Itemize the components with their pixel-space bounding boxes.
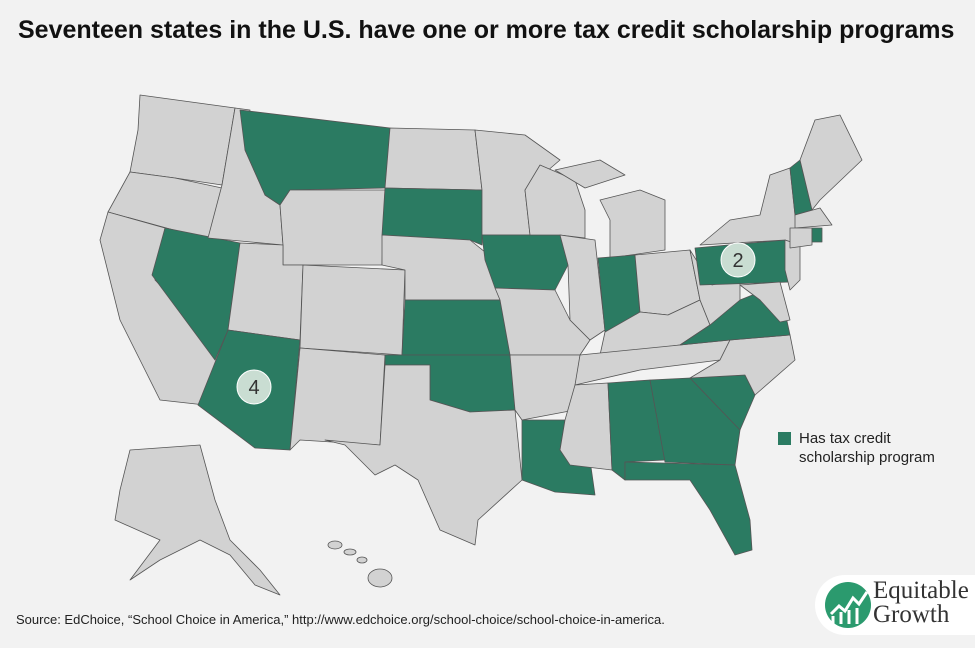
legend-swatch xyxy=(778,432,791,445)
logo: Equitable Growth xyxy=(815,575,975,635)
state xyxy=(699,167,801,246)
state xyxy=(381,187,483,246)
state xyxy=(649,377,741,466)
state xyxy=(299,264,406,356)
title: Seventeen states in the U.S. have one or… xyxy=(18,16,955,44)
state xyxy=(401,299,511,356)
logo-text: Equitable Growth xyxy=(873,577,969,628)
callout-label: 2 xyxy=(732,250,743,272)
state xyxy=(114,444,281,596)
legend-label: Has tax credit scholarship program xyxy=(799,430,935,466)
state xyxy=(494,287,591,356)
state xyxy=(384,127,483,191)
state xyxy=(739,281,791,323)
state xyxy=(559,234,606,341)
state xyxy=(811,227,823,243)
callout-circle xyxy=(720,242,756,278)
state xyxy=(794,207,833,229)
source-note: Source: EdChoice, “School Choice in Amer… xyxy=(16,612,665,627)
state xyxy=(367,568,393,588)
state xyxy=(129,94,236,186)
state xyxy=(356,556,368,564)
callout-label: 4 xyxy=(248,377,259,399)
state xyxy=(789,227,813,249)
state xyxy=(343,548,357,556)
state xyxy=(554,159,626,189)
state xyxy=(799,114,863,211)
state xyxy=(599,189,666,259)
logo-line: Growth xyxy=(873,601,950,628)
state xyxy=(524,164,586,239)
state xyxy=(327,540,343,550)
state xyxy=(324,364,523,546)
logo-line: Equitable xyxy=(873,577,969,604)
state xyxy=(151,227,241,361)
callout-circle xyxy=(236,369,272,405)
state xyxy=(624,461,753,556)
state xyxy=(289,347,386,451)
state xyxy=(279,189,386,266)
legend: Has tax credit scholarship program xyxy=(778,429,948,467)
state xyxy=(481,234,569,291)
state xyxy=(509,354,581,421)
logo-icon xyxy=(825,582,871,628)
